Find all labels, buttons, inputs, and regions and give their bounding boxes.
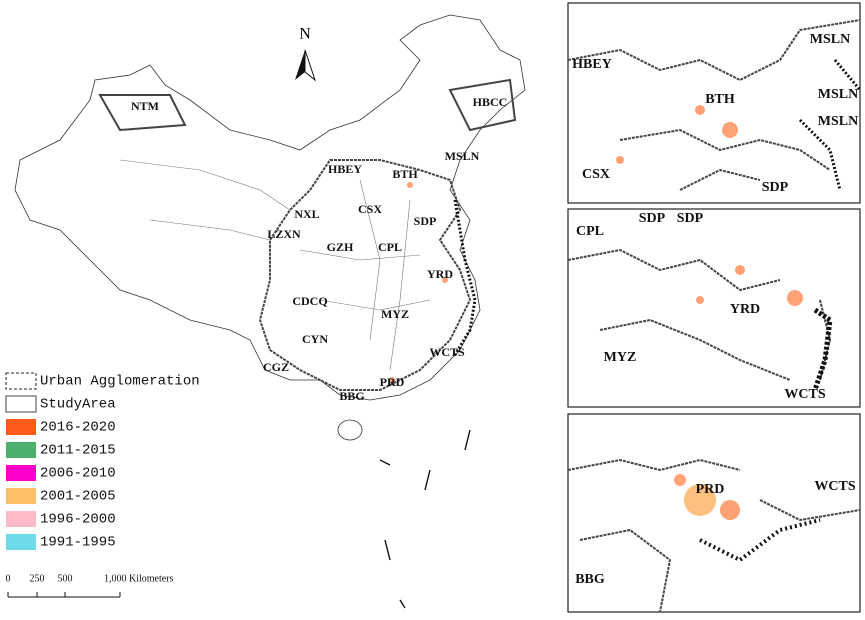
- inset-label: WCTS: [784, 387, 825, 402]
- legend-swatch: [5, 395, 37, 413]
- inset-label: BTH: [705, 92, 735, 107]
- legend-swatch: [6, 511, 36, 527]
- legend-label: 2001-2005: [40, 489, 116, 505]
- region-label: CPL: [378, 240, 402, 254]
- region-label: CDCQ: [292, 294, 327, 308]
- region-label: HBEY: [328, 162, 362, 176]
- region-label: GZH: [327, 240, 354, 254]
- inset-label: MSLN: [818, 114, 858, 129]
- inset-label: HBEY: [572, 57, 612, 72]
- inset-label: MYZ: [604, 350, 637, 365]
- legend-swatch: [6, 442, 36, 458]
- scale-label: 250: [30, 573, 45, 584]
- legend-label: StudyArea: [40, 397, 116, 413]
- region-label: NTM: [131, 99, 159, 113]
- legend-label: Urban Agglomeration: [40, 374, 200, 390]
- inset-label: MSLN: [818, 87, 858, 102]
- legend-swatch: [5, 372, 37, 390]
- legend-swatch: [6, 419, 36, 435]
- region-label: HBCC: [473, 95, 508, 109]
- region-label: NXL: [294, 207, 319, 221]
- legend-label: 1996-2000: [40, 512, 116, 528]
- inset-label: SDP: [639, 211, 666, 226]
- insets: [567, 2, 862, 613]
- legend-label: 2006-2010: [40, 466, 116, 482]
- region-label: SDP: [414, 214, 437, 228]
- labels: NTM HBCC HBEY BTH MSLN NXL CSX SDP LZXN GZH CPL YRD…: [5, 32, 858, 587]
- scale-bar: [7, 592, 121, 598]
- inset-label: MSLN: [810, 32, 850, 47]
- region-label: BBG: [339, 389, 364, 403]
- legend-label: 2016-2020: [40, 420, 116, 436]
- legend-swatch: [6, 465, 36, 481]
- legend-label: 1991-1995: [40, 535, 116, 551]
- inset-label: YRD: [730, 302, 760, 317]
- inset-label: CPL: [576, 224, 604, 239]
- urban-patches: [389, 105, 803, 520]
- region-label: CYN: [302, 332, 328, 346]
- scale-label: 500: [58, 573, 73, 584]
- region-label: CSX: [358, 202, 382, 216]
- region-label: WCTS: [429, 345, 465, 359]
- north-label: N: [299, 26, 311, 43]
- inset-label: BBG: [575, 572, 605, 587]
- inset-label: SDP: [762, 180, 789, 195]
- inset-label: PRD: [696, 482, 725, 497]
- north-arrow: N: [295, 26, 317, 82]
- inset-label: WCTS: [814, 479, 855, 494]
- legend-swatch: [6, 534, 36, 550]
- main-map: [14, 14, 526, 609]
- region-label: MYZ: [381, 307, 409, 321]
- inset-label: CSX: [582, 167, 610, 182]
- region-label: YRD: [427, 267, 453, 281]
- scale-label: 0: [6, 573, 11, 584]
- region-label: CGZ: [263, 360, 289, 374]
- legend-label: 2011-2015: [40, 443, 116, 459]
- region-label: PRD: [380, 375, 405, 389]
- legend-swatch: [6, 488, 36, 504]
- region-label: MSLN: [445, 149, 480, 163]
- region-label: LZXN: [267, 227, 301, 241]
- inset-label: SDP: [677, 211, 704, 226]
- scale-label: 1,000 Kilometers: [104, 573, 174, 584]
- region-label: BTH: [392, 167, 418, 181]
